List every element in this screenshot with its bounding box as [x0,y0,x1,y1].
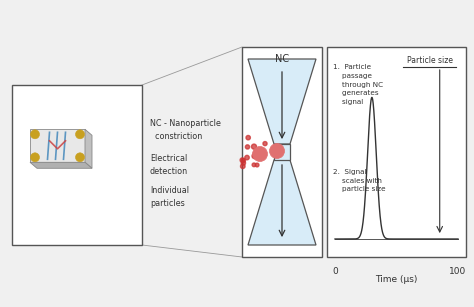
Circle shape [246,145,250,149]
Text: Electrical
detection: Electrical detection [150,154,188,176]
Polygon shape [30,129,85,162]
Circle shape [75,130,84,139]
Text: Particle size: Particle size [407,56,453,65]
Bar [12,85,142,245]
Circle shape [252,154,257,159]
Circle shape [252,144,256,149]
Circle shape [270,143,284,158]
Text: 0: 0 [332,267,338,276]
Circle shape [241,158,246,163]
Bar [274,144,290,160]
Circle shape [252,163,256,167]
Text: Individual
particles: Individual particles [150,186,189,208]
Circle shape [241,161,246,165]
Text: 1.  Particle
    passage
    through NC
    generates
    signal: 1. Particle passage through NC generates… [333,64,383,105]
Text: 2.  Signal
    scales with
    particle size: 2. Signal scales with particle size [333,169,386,192]
Polygon shape [85,129,92,168]
Polygon shape [30,162,92,168]
Polygon shape [248,59,316,144]
Text: NC: NC [275,54,289,64]
Circle shape [30,130,39,139]
Circle shape [263,142,267,146]
Polygon shape [248,160,316,245]
Circle shape [30,153,39,162]
Circle shape [240,158,245,162]
Circle shape [245,155,249,160]
Bar [327,47,466,257]
Bar [242,47,322,257]
Circle shape [260,150,264,154]
Text: 100: 100 [449,267,466,276]
Text: NC - Nanoparticle
  constriction: NC - Nanoparticle constriction [150,119,221,141]
Circle shape [75,153,84,162]
Circle shape [253,146,267,161]
Text: Time (μs): Time (μs) [375,275,418,284]
Circle shape [246,135,250,140]
Circle shape [240,164,245,169]
Circle shape [255,163,259,167]
